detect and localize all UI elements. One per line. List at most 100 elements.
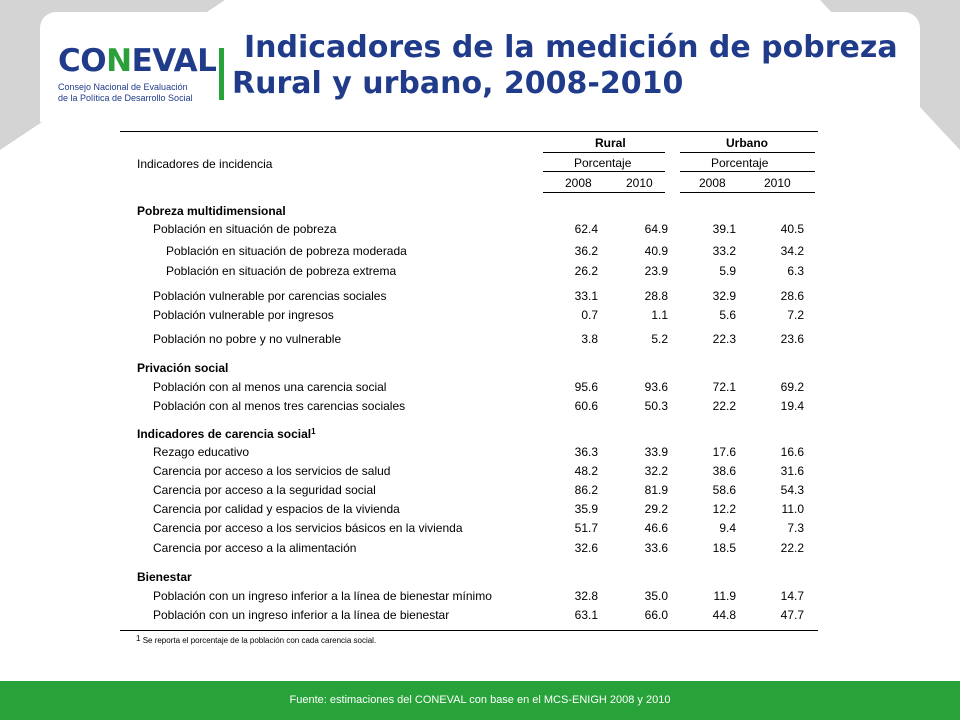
row-label: Población vulnerable por ingresos — [153, 308, 334, 322]
table-row: Población con un ingreso inferior a la l… — [0, 607, 960, 623]
rule-urbano-unit — [680, 171, 815, 172]
row-label: Población vulnerable por carencias socia… — [153, 289, 387, 303]
cell-value: 22.3 — [712, 332, 736, 346]
cell-value: 40.9 — [644, 244, 668, 258]
cell-value: 72.1 — [712, 380, 736, 394]
section-heading: Privación social — [0, 360, 960, 376]
cell-value: 64.9 — [644, 222, 668, 236]
row-label-text: Indicadores de carencia social — [137, 427, 312, 441]
row-label: Población en situación de pobreza extrem… — [166, 264, 397, 278]
cell-value: 9.4 — [719, 521, 736, 535]
title-divider — [219, 48, 224, 100]
page-title: Indicadores de la medición de pobreza Ru… — [232, 30, 898, 102]
cell-value: 34.2 — [780, 244, 804, 258]
coneval-logo: CONEVAL Consejo Nacional de Evaluación d… — [58, 44, 218, 114]
logo-wordmark: CONEVAL — [58, 43, 217, 79]
rule-urbano-group — [680, 152, 815, 153]
cell-value: 5.9 — [719, 264, 736, 278]
section-heading: Pobreza multidimensional — [0, 203, 960, 219]
footnote-ref: 1 — [311, 427, 316, 436]
cell-value: 32.8 — [574, 589, 598, 603]
table-row: Carencia por acceso a los servicios bási… — [0, 520, 960, 536]
cell-value: 62.4 — [574, 222, 598, 236]
table-bottom-rule — [120, 630, 818, 631]
row-label: Población con al menos una carencia soci… — [153, 380, 387, 394]
cell-value: 86.2 — [574, 483, 598, 497]
cell-value: 66.0 — [644, 608, 668, 622]
year-header: 2008 — [565, 176, 592, 190]
cell-value: 63.1 — [574, 608, 598, 622]
cell-value: 1.1 — [651, 308, 668, 322]
row-label: Bienestar — [137, 570, 192, 584]
column-group-rural: Rural — [595, 136, 626, 150]
table-row: Población con un ingreso inferior a la l… — [0, 588, 960, 604]
row-label: Población en situación de pobreza — [153, 222, 337, 236]
cell-value: 36.2 — [574, 244, 598, 258]
table-row: Población con al menos tres carencias so… — [0, 398, 960, 414]
cell-value: 95.6 — [574, 380, 598, 394]
section-heading: Bienestar — [0, 569, 960, 585]
row-label: Carencia por acceso a los servicios bási… — [153, 521, 463, 535]
cell-value: 36.3 — [574, 445, 598, 459]
cell-value: 29.2 — [644, 502, 668, 516]
cell-value: 7.2 — [787, 308, 804, 322]
cell-value: 33.1 — [574, 289, 598, 303]
cell-value: 33.2 — [712, 244, 736, 258]
row-label: Indicadores de carencia social1 — [137, 426, 316, 442]
cell-value: 33.6 — [644, 541, 668, 555]
footer-bar: Fuente: estimaciones del CONEVAL con bas… — [0, 681, 960, 720]
row-label: Rezago educativo — [153, 445, 250, 459]
footnote-text: Se reporta el porcentaje de la población… — [142, 636, 377, 645]
cell-value: 32.2 — [644, 464, 668, 478]
cell-value: 47.7 — [780, 608, 804, 622]
cell-value: 46.6 — [644, 521, 668, 535]
cell-value: 44.8 — [712, 608, 736, 622]
cell-value: 22.2 — [712, 399, 736, 413]
cell-value: 14.7 — [780, 589, 804, 603]
cell-value: 3.8 — [581, 332, 598, 346]
section-heading: Indicadores de carencia social1 — [0, 426, 960, 442]
cell-value: 26.2 — [574, 264, 598, 278]
table-top-rule — [120, 131, 818, 132]
year-header: 2010 — [626, 176, 653, 190]
cell-value: 6.3 — [787, 264, 804, 278]
table-row: Población en situación de pobreza extrem… — [0, 263, 960, 279]
cell-value: 31.6 — [780, 464, 804, 478]
table-row: Población no pobre y no vulnerable 3.8 5.2… — [0, 331, 960, 347]
cell-value: 22.2 — [780, 541, 804, 555]
row-label: Población con al menos tres carencias so… — [153, 399, 406, 413]
cell-value: 35.0 — [644, 589, 668, 603]
header-card — [40, 12, 920, 122]
row-label: Carencia por calidad y espacios de la vi… — [153, 502, 400, 516]
row-label: Población con un ingreso inferior a la l… — [153, 608, 450, 622]
cell-value: 23.6 — [780, 332, 804, 346]
stub-header: Indicadores de incidencia — [137, 157, 273, 171]
row-label: Población no pobre y no vulnerable — [153, 332, 342, 346]
row-label: Población en situación de pobreza modera… — [166, 244, 407, 258]
table-row: Carencia por acceso a la alimentación 32.… — [0, 540, 960, 556]
unit-urbano: Porcentaje — [711, 156, 769, 170]
cell-value: 32.9 — [712, 289, 736, 303]
title-line-2: Rural y urbano, 2008-2010 — [232, 66, 684, 101]
cell-value: 93.6 — [644, 380, 668, 394]
cell-value: 81.9 — [644, 483, 668, 497]
table-row: Carencia por calidad y espacios de la vi… — [0, 501, 960, 517]
table-footnote: 1 Se reporta el porcentaje de la poblaci… — [136, 634, 377, 645]
cell-value: 38.6 — [712, 464, 736, 478]
footnote-mark: 1 — [136, 634, 141, 643]
row-label: Carencia por acceso a la alimentación — [153, 541, 357, 555]
table-row: Población con al menos una carencia soci… — [0, 379, 960, 395]
logo-tagline-2: de la Política de Desarrollo Social — [58, 93, 193, 103]
cell-value: 33.9 — [644, 445, 668, 459]
cell-value: 58.6 — [712, 483, 736, 497]
table-row: Carencia por acceso a la seguridad socia… — [0, 482, 960, 498]
cell-value: 5.6 — [719, 308, 736, 322]
cell-value: 19.4 — [780, 399, 804, 413]
row-label: Privación social — [137, 361, 229, 375]
cell-value: 11.0 — [781, 502, 804, 516]
rule-urbano-years — [680, 192, 815, 193]
table-row: Carencia por acceso a los servicios de s… — [0, 463, 960, 479]
title-line-1: Indicadores de la medición de pobreza — [244, 30, 898, 65]
cell-value: 17.6 — [712, 445, 736, 459]
cell-value: 11.9 — [713, 589, 736, 603]
